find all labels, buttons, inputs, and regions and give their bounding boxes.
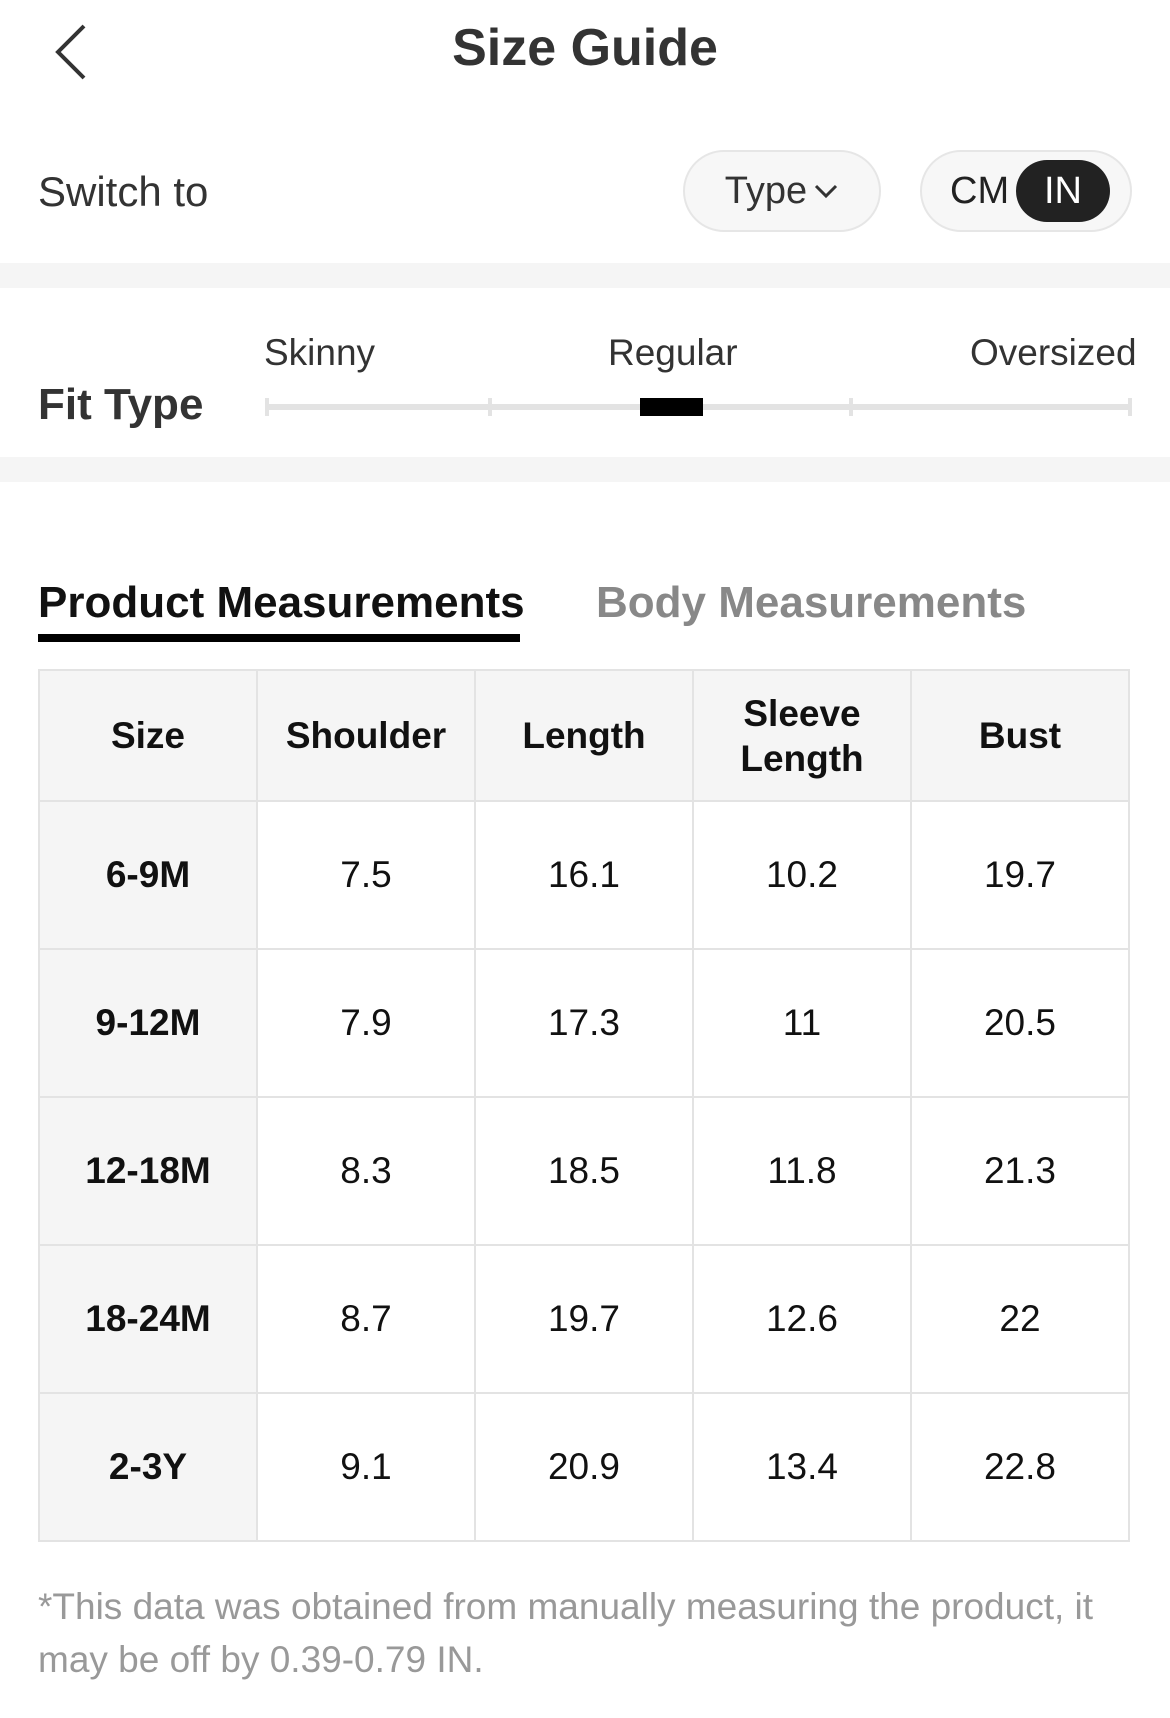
type-dropdown[interactable]: Type [683, 150, 881, 232]
table-row: 18-24M 8.7 19.7 12.6 22 [38, 1244, 1130, 1394]
table-row: 9-12M 7.9 17.3 11 20.5 [38, 948, 1130, 1098]
measurement-cell: 10.2 [692, 800, 912, 950]
measurement-cell: 19.7 [474, 1244, 694, 1394]
measurement-cell: 20.5 [910, 948, 1130, 1098]
unit-cm[interactable]: CM [950, 169, 1010, 212]
fit-tick [488, 398, 492, 416]
unit-toggle[interactable]: CM IN [920, 150, 1132, 232]
chevron-down-icon [815, 184, 838, 199]
measurement-cell: 7.5 [256, 800, 476, 950]
chevron-left-icon [55, 24, 86, 80]
fit-type-label: Fit Type [38, 380, 204, 429]
measurement-cell: 18.5 [474, 1096, 694, 1246]
header-bust: Bust [910, 669, 1130, 802]
measurement-cell: 8.3 [256, 1096, 476, 1246]
measurement-cell: 8.7 [256, 1244, 476, 1394]
tab-body-measurements[interactable]: Body Measurements [596, 578, 1027, 627]
fit-option-regular: Regular [608, 332, 738, 373]
tab-product-measurements[interactable]: Product Measurements [38, 578, 525, 627]
measurement-cell: 21.3 [910, 1096, 1130, 1246]
divider [0, 457, 1170, 482]
measurement-cell: 20.9 [474, 1392, 694, 1542]
fit-option-skinny: Skinny [264, 332, 376, 373]
measurement-cell: 12.6 [692, 1244, 912, 1394]
size-cell: 9-12M [38, 948, 258, 1098]
fit-tick [1128, 398, 1132, 416]
size-cell: 2-3Y [38, 1392, 258, 1542]
header-sleeve-length: Sleeve Length [692, 669, 912, 802]
measurement-cell: 17.3 [474, 948, 694, 1098]
table-row: 2-3Y 9.1 20.9 13.4 22.8 [38, 1392, 1130, 1542]
type-label: Type [724, 169, 808, 212]
measurement-cell: 7.9 [256, 948, 476, 1098]
table-row: 12-18M 8.3 18.5 11.8 21.3 [38, 1096, 1130, 1246]
switch-label: Switch to [38, 168, 209, 215]
fit-tick [265, 398, 269, 416]
size-cell: 18-24M [38, 1244, 258, 1394]
fit-indicator [640, 398, 703, 416]
measurement-cell: 19.7 [910, 800, 1130, 950]
size-cell: 12-18M [38, 1096, 258, 1246]
size-cell: 6-9M [38, 800, 258, 950]
size-table: Size Shoulder Length Sleeve Length Bust … [38, 669, 1130, 1542]
header-length: Length [474, 669, 694, 802]
measurement-cell: 9.1 [256, 1392, 476, 1542]
page-title: Size Guide [452, 19, 718, 77]
measurement-cell: 22.8 [910, 1392, 1130, 1542]
measurement-cell: 16.1 [474, 800, 694, 950]
header-size: Size [38, 669, 258, 802]
measurement-cell: 11 [692, 948, 912, 1098]
fit-option-oversized: Oversized [970, 332, 1137, 373]
measurement-cell: 11.8 [692, 1096, 912, 1246]
divider [0, 263, 1170, 288]
active-tab-underline [38, 634, 520, 642]
measurement-note: *This data was obtained from manually me… [38, 1586, 1094, 1680]
measurement-cell: 13.4 [692, 1392, 912, 1542]
measurement-cell: 22 [910, 1244, 1130, 1394]
header-shoulder: Shoulder [256, 669, 476, 802]
fit-tick [849, 398, 853, 416]
back-button[interactable] [52, 22, 102, 82]
unit-in[interactable]: IN [1016, 160, 1110, 222]
table-row: 6-9M 7.5 16.1 10.2 19.7 [38, 800, 1130, 950]
